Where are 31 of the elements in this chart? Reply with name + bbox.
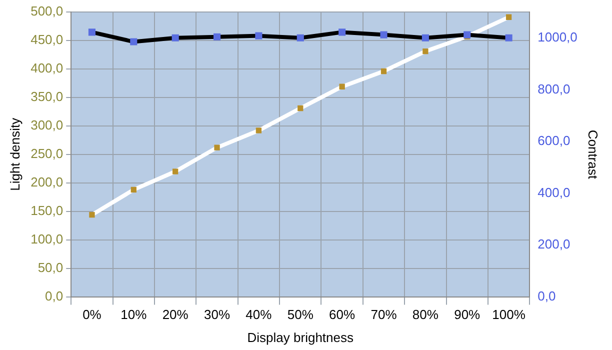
y2-axis-title: Contrast [586, 130, 601, 180]
y-tick-label: 450,0 [30, 32, 64, 48]
y-tick-label: 400,0 [30, 60, 64, 76]
y-tick-label: 0,0 [45, 288, 64, 304]
x-tick-label: 100% [492, 307, 526, 322]
y2-tick-label: 800,0 [538, 81, 570, 96]
y2-tick-label: 400,0 [538, 184, 570, 200]
y-tick-label: 200,0 [30, 174, 64, 190]
x-tick-label: 30% [204, 307, 230, 322]
x-axis-title: Display brightness [247, 330, 354, 345]
x-tick-label: 40% [246, 307, 272, 322]
y2-tick-label: 0,0 [538, 288, 556, 304]
y-tick-label: 150,0 [30, 202, 64, 218]
x-tick-label: 10% [120, 307, 148, 322]
y2-tick-label: 1000,0 [538, 29, 578, 44]
x-tick-label: 80% [412, 307, 439, 322]
x-tick-label: 50% [287, 307, 314, 322]
x-tick-label: 90% [454, 307, 481, 322]
y2-tick-label: 200,0 [538, 236, 570, 252]
y-tick-label: 50,0 [38, 260, 64, 275]
x-tick-label: 0% [82, 307, 102, 322]
y-tick-label: 300,0 [30, 118, 64, 132]
x-tick-label: 70% [370, 307, 398, 322]
x-tick-label: 20% [162, 307, 189, 322]
y-tick-label: 500,0 [30, 4, 64, 19]
y-tick-label: 250,0 [30, 146, 64, 161]
x-tick-label: 60% [329, 307, 356, 322]
y2-tick-label: 600,0 [538, 133, 570, 148]
y-axis-title: Light density [7, 117, 22, 191]
y-tick-label: 100,0 [30, 231, 64, 246]
y-tick-label: 350,0 [30, 89, 64, 104]
